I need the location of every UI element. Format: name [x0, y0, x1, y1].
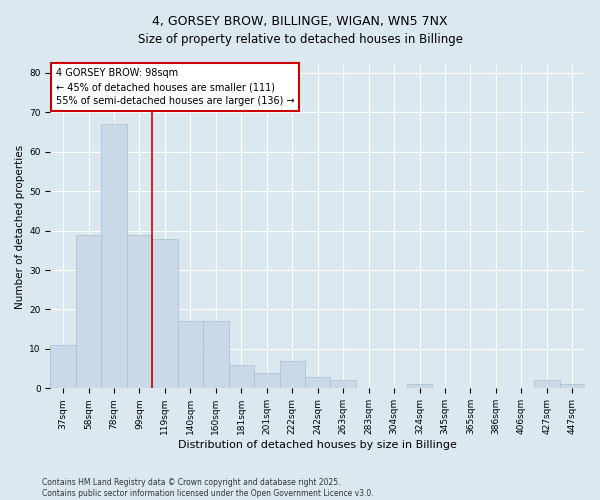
- Bar: [76, 234, 101, 388]
- Bar: [50, 345, 76, 389]
- Bar: [152, 238, 178, 388]
- Bar: [229, 364, 254, 388]
- Bar: [178, 322, 203, 388]
- Bar: [560, 384, 585, 388]
- Text: Contains HM Land Registry data © Crown copyright and database right 2025.
Contai: Contains HM Land Registry data © Crown c…: [42, 478, 374, 498]
- X-axis label: Distribution of detached houses by size in Billinge: Distribution of detached houses by size …: [178, 440, 457, 450]
- Text: Size of property relative to detached houses in Billinge: Size of property relative to detached ho…: [137, 32, 463, 46]
- Bar: [127, 234, 152, 388]
- Bar: [280, 360, 305, 388]
- Bar: [331, 380, 356, 388]
- Bar: [407, 384, 432, 388]
- Text: 4 GORSEY BROW: 98sqm
← 45% of detached houses are smaller (111)
55% of semi-deta: 4 GORSEY BROW: 98sqm ← 45% of detached h…: [56, 68, 295, 106]
- Y-axis label: Number of detached properties: Number of detached properties: [15, 144, 25, 308]
- Bar: [101, 124, 127, 388]
- Bar: [534, 380, 560, 388]
- Text: 4, GORSEY BROW, BILLINGE, WIGAN, WN5 7NX: 4, GORSEY BROW, BILLINGE, WIGAN, WN5 7NX: [152, 15, 448, 28]
- Bar: [203, 322, 229, 388]
- Bar: [254, 372, 280, 388]
- Bar: [305, 376, 331, 388]
